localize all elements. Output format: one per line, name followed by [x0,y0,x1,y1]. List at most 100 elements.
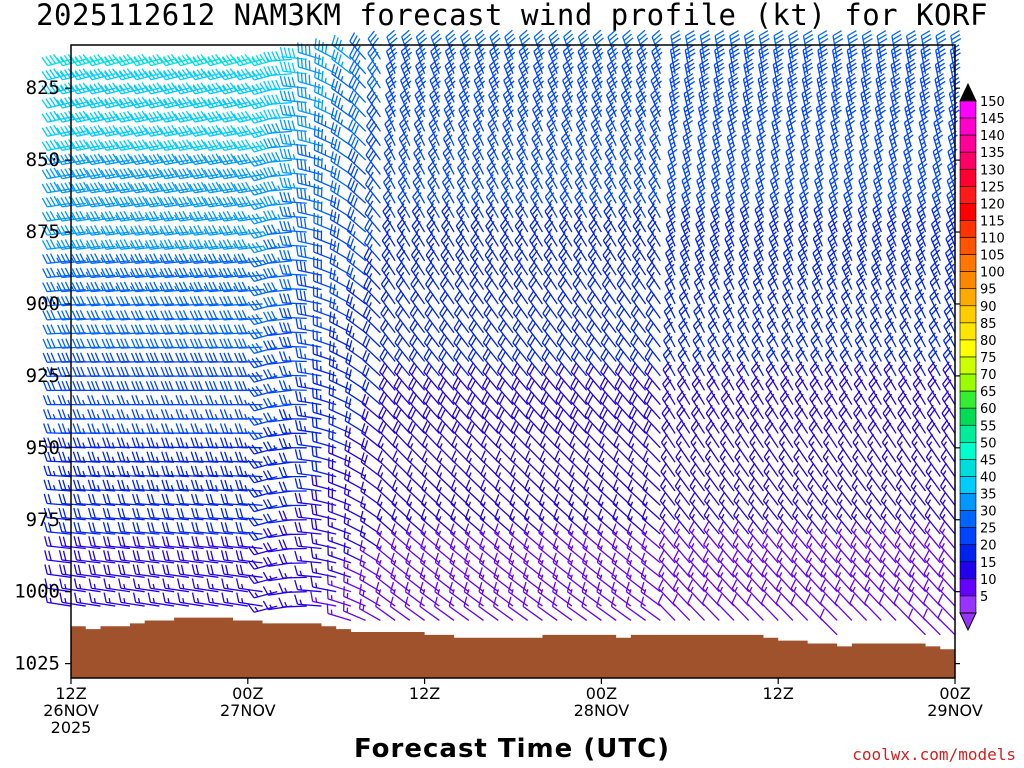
wind-barb [412,174,426,204]
wind-barb [176,564,204,578]
wind-barb [263,181,293,192]
wind-barb [312,300,337,319]
wind-barb [132,564,160,578]
wind-barb [190,465,219,478]
wind-barb [429,73,441,103]
y-tick-label: 825 [26,77,60,99]
wind-barb [414,101,426,132]
wind-barb [343,483,366,506]
wind-barb [566,581,588,607]
wind-barb [100,110,131,123]
wind-barb [313,183,337,204]
wind-barb [279,177,307,190]
wind-barb [44,564,72,578]
wind-barb [144,82,175,95]
wind-barb [278,307,307,319]
colorbar-cell [959,203,977,221]
wind-barb [348,104,367,132]
wind-barb [310,591,337,607]
colorbar-label: 50 [980,436,997,451]
wind-barb [296,114,322,132]
wind-barb [247,559,278,570]
wind-barb [43,465,72,478]
colorbar-cell [959,100,977,119]
wind-barb [517,101,529,132]
wind-barb [381,232,396,262]
wind-barb [442,159,455,190]
wind-barb [294,507,322,521]
wind-barb [174,110,204,123]
wind-barb [205,507,234,521]
wind-barb [189,224,219,236]
wind-barb [247,430,278,441]
wind-barb [427,159,440,190]
wind-barb [404,581,425,607]
wind-barb [86,239,116,250]
wind-barb [41,181,72,194]
y-tick-label: 950 [26,437,60,459]
wind-barb [487,130,499,161]
wind-barb [543,232,558,262]
wind-barb [129,53,160,67]
wind-barb [547,58,560,89]
wind-barb [161,521,189,535]
wind-barb [234,395,263,406]
wind-barb [100,82,131,95]
wind-barb [101,310,130,321]
colorbar-label: 30 [980,505,997,520]
wind-barb [559,188,573,218]
wind-barb [573,203,588,233]
wind-barb [56,239,86,250]
wind-barb [219,295,248,307]
wind-barb [42,324,72,335]
wind-barb [102,521,130,535]
wind-barb [310,518,337,535]
wind-barb [488,58,501,89]
wind-barb [174,125,204,137]
wind-barb [203,125,234,137]
wind-barb [247,213,278,225]
wind-barb [204,267,234,279]
wind-barb [263,224,293,236]
wind-barb [456,188,470,218]
wind-barb [522,596,543,621]
wind-barb [102,493,130,507]
wind-barb [203,210,234,222]
wind-barb [458,87,471,118]
wind-barb [102,479,130,492]
wind-barb [473,73,486,103]
wind-barb [115,239,145,250]
wind-barb [495,421,514,449]
wind-barb [189,281,219,293]
wind-barb [247,516,278,527]
wind-barb [531,116,544,146]
wind-barb [383,159,396,190]
wind-barb [220,465,248,478]
wind-barb [115,281,145,293]
wind-barb [206,592,234,607]
wind-barb [533,44,545,75]
wind-barb [566,596,588,621]
wind-barb [573,217,588,247]
wind-barb [367,44,381,75]
wind-barb [191,507,219,521]
wind-barb [427,174,440,204]
wind-barb [132,521,160,535]
wind-barb [115,153,145,166]
wind-barb [537,581,558,607]
wind-barb [500,174,514,204]
wind-barb [263,123,293,135]
source-link[interactable]: coolwx.com/models [852,745,1016,764]
wind-barb [296,129,322,147]
wind-barb [415,58,427,89]
wind-barb [176,550,204,564]
colorbar-cell [959,356,977,375]
wind-barb [279,293,307,305]
wind-barb [175,465,204,478]
wind-barb [543,246,558,276]
wind-barb [176,479,204,492]
wind-barb [115,224,145,236]
wind-barb [501,145,514,175]
wind-barb [159,181,189,194]
wind-barb [218,68,248,81]
